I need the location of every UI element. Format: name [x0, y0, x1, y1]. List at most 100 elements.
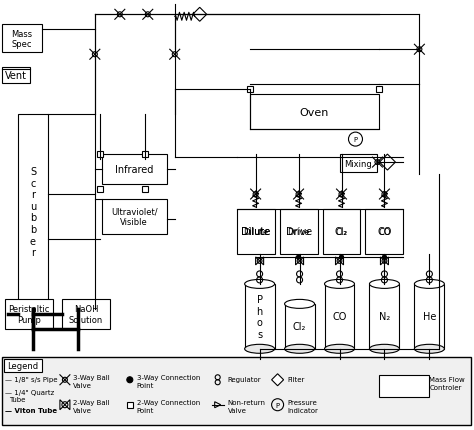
Text: Valve: Valve — [73, 382, 92, 388]
Text: P: P — [354, 137, 357, 143]
Polygon shape — [193, 8, 207, 22]
Ellipse shape — [414, 344, 444, 353]
Text: Mixing: Mixing — [345, 159, 373, 168]
Text: 3-Way Ball: 3-Way Ball — [73, 374, 109, 380]
Text: Vent: Vent — [5, 71, 27, 81]
Text: 2-Way Connection: 2-Way Connection — [137, 399, 200, 405]
Bar — [127, 402, 133, 408]
Bar — [250, 95, 380, 130]
Text: — 1/4" Quartz: — 1/4" Quartz — [5, 389, 54, 395]
Text: Mass
Spec: Mass Spec — [11, 30, 33, 49]
Text: P
h
o
s: P h o s — [256, 294, 263, 339]
Bar — [280, 209, 318, 255]
Circle shape — [383, 255, 386, 259]
Text: Cl₂: Cl₂ — [336, 227, 347, 236]
Ellipse shape — [284, 344, 315, 353]
Bar — [245, 284, 274, 349]
Polygon shape — [296, 257, 300, 265]
Bar — [246, 87, 253, 93]
Text: Drive: Drive — [287, 227, 310, 236]
Ellipse shape — [414, 280, 444, 289]
Polygon shape — [255, 257, 260, 265]
Text: Oven: Oven — [300, 108, 329, 117]
Text: Valve: Valve — [73, 407, 92, 413]
Bar — [2, 68, 30, 84]
Bar — [18, 115, 48, 309]
Text: Legend: Legend — [8, 361, 38, 370]
Text: Mass Flow: Mass Flow — [429, 376, 465, 382]
Text: 3-Way Connection: 3-Way Connection — [137, 374, 200, 380]
Polygon shape — [381, 257, 384, 265]
Polygon shape — [60, 400, 65, 410]
Text: CO: CO — [377, 227, 392, 237]
Polygon shape — [215, 402, 221, 408]
Bar — [142, 152, 148, 158]
Text: CO: CO — [378, 227, 391, 236]
Text: Peristaltic
Pump: Peristaltic Pump — [8, 304, 50, 324]
Text: Infrared: Infrared — [115, 165, 154, 175]
Text: Cl₂: Cl₂ — [293, 322, 306, 332]
Bar — [369, 284, 400, 349]
Text: Dilute: Dilute — [241, 227, 270, 237]
Text: N₂: N₂ — [379, 312, 390, 322]
Bar — [414, 284, 444, 349]
Bar — [142, 187, 148, 193]
Ellipse shape — [325, 344, 355, 353]
Text: He: He — [423, 312, 436, 322]
Text: Non-return: Non-return — [228, 399, 265, 405]
Ellipse shape — [284, 300, 315, 309]
Text: P: P — [275, 402, 280, 408]
Bar — [284, 304, 315, 349]
Text: — 1/8" s/s Pipe: — 1/8" s/s Pipe — [5, 376, 57, 382]
Text: Dilute: Dilute — [241, 227, 270, 237]
Text: 2-Way Ball: 2-Way Ball — [73, 399, 109, 405]
Bar — [365, 209, 403, 255]
Bar — [322, 209, 361, 255]
Text: Dilute: Dilute — [243, 227, 268, 236]
Text: Pressure: Pressure — [288, 399, 317, 405]
Circle shape — [127, 377, 133, 383]
Polygon shape — [384, 257, 388, 265]
Text: Point: Point — [137, 382, 154, 388]
Text: Valve: Valve — [228, 407, 246, 413]
Polygon shape — [336, 257, 339, 265]
Ellipse shape — [325, 280, 355, 289]
Bar — [237, 209, 274, 255]
Ellipse shape — [245, 344, 274, 353]
Text: CO: CO — [332, 312, 346, 322]
Polygon shape — [380, 155, 395, 171]
Ellipse shape — [245, 280, 274, 289]
Bar — [5, 299, 53, 329]
Circle shape — [297, 255, 301, 259]
Text: Point: Point — [137, 407, 154, 413]
Text: Regulator: Regulator — [228, 376, 261, 382]
Bar — [102, 155, 167, 184]
Bar — [325, 284, 355, 349]
Text: Drive: Drive — [285, 227, 311, 237]
Bar — [102, 200, 167, 234]
Circle shape — [339, 255, 344, 259]
Bar — [2, 25, 42, 53]
Polygon shape — [65, 400, 70, 410]
Bar — [62, 299, 110, 329]
Polygon shape — [260, 257, 264, 265]
Text: Filter: Filter — [288, 376, 305, 382]
Text: — Viton Tube: — Viton Tube — [5, 407, 57, 413]
Bar — [4, 359, 42, 372]
Bar — [2, 357, 471, 425]
Polygon shape — [339, 257, 344, 265]
Text: Cl₂: Cl₂ — [335, 227, 348, 237]
Bar — [339, 155, 377, 173]
Text: Ultraviolet/
Visible: Ultraviolet/ Visible — [111, 207, 158, 227]
Polygon shape — [300, 257, 303, 265]
Text: Controler: Controler — [429, 384, 462, 390]
Bar — [97, 187, 103, 193]
Polygon shape — [272, 374, 283, 386]
Text: NaOH
Solution: NaOH Solution — [69, 304, 103, 324]
Bar — [380, 375, 429, 397]
Text: Tube: Tube — [9, 396, 26, 402]
Ellipse shape — [369, 280, 400, 289]
Bar — [376, 87, 383, 93]
Text: S
c
r
u
b
b
e
r: S c r u b b e r — [30, 166, 36, 258]
Ellipse shape — [369, 344, 400, 353]
